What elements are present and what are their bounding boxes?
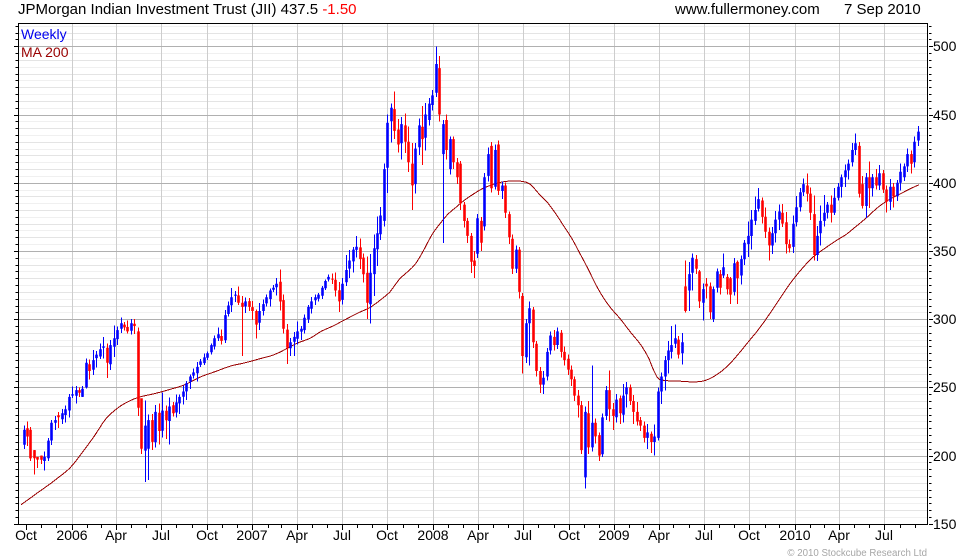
svg-text:Oct: Oct xyxy=(15,527,37,543)
svg-text:7 Sep 2010: 7 Sep 2010 xyxy=(844,1,921,18)
svg-text:Jul: Jul xyxy=(875,527,893,543)
svg-text:Apr: Apr xyxy=(828,527,850,543)
svg-text:2009: 2009 xyxy=(598,527,629,543)
svg-text:Apr: Apr xyxy=(648,527,670,543)
svg-text:Oct: Oct xyxy=(558,527,580,543)
svg-text:Weekly: Weekly xyxy=(21,26,67,42)
svg-text:Oct: Oct xyxy=(376,527,398,543)
svg-text:2007: 2007 xyxy=(236,527,267,543)
svg-text:Apr: Apr xyxy=(286,527,308,543)
svg-text:Jul: Jul xyxy=(695,527,713,543)
svg-text:Apr: Apr xyxy=(467,527,489,543)
svg-text:2006: 2006 xyxy=(56,527,87,543)
svg-text:150: 150 xyxy=(933,516,957,532)
svg-text:Oct: Oct xyxy=(196,527,218,543)
svg-text:350: 350 xyxy=(933,243,957,259)
svg-text:Apr: Apr xyxy=(105,527,127,543)
svg-text:Jul: Jul xyxy=(514,527,532,543)
svg-text:500: 500 xyxy=(933,38,957,54)
svg-text:Jul: Jul xyxy=(333,527,351,543)
svg-text:250: 250 xyxy=(933,379,957,395)
svg-text:© 2010 Stockcube Research Ltd: © 2010 Stockcube Research Ltd xyxy=(787,548,927,559)
svg-text:MA 200: MA 200 xyxy=(21,44,69,60)
svg-text:2010: 2010 xyxy=(779,527,810,543)
svg-text:400: 400 xyxy=(933,175,957,191)
svg-text:450: 450 xyxy=(933,107,957,123)
svg-text:2008: 2008 xyxy=(417,527,448,543)
svg-text:Oct: Oct xyxy=(738,527,760,543)
svg-text:JPMorgan Indian Investment Tru: JPMorgan Indian Investment Trust (JII) 4… xyxy=(18,1,357,18)
svg-text:www.fullermoney.com: www.fullermoney.com xyxy=(674,1,820,18)
svg-text:300: 300 xyxy=(933,311,957,327)
svg-text:200: 200 xyxy=(933,448,957,464)
svg-text:Jul: Jul xyxy=(152,527,170,543)
